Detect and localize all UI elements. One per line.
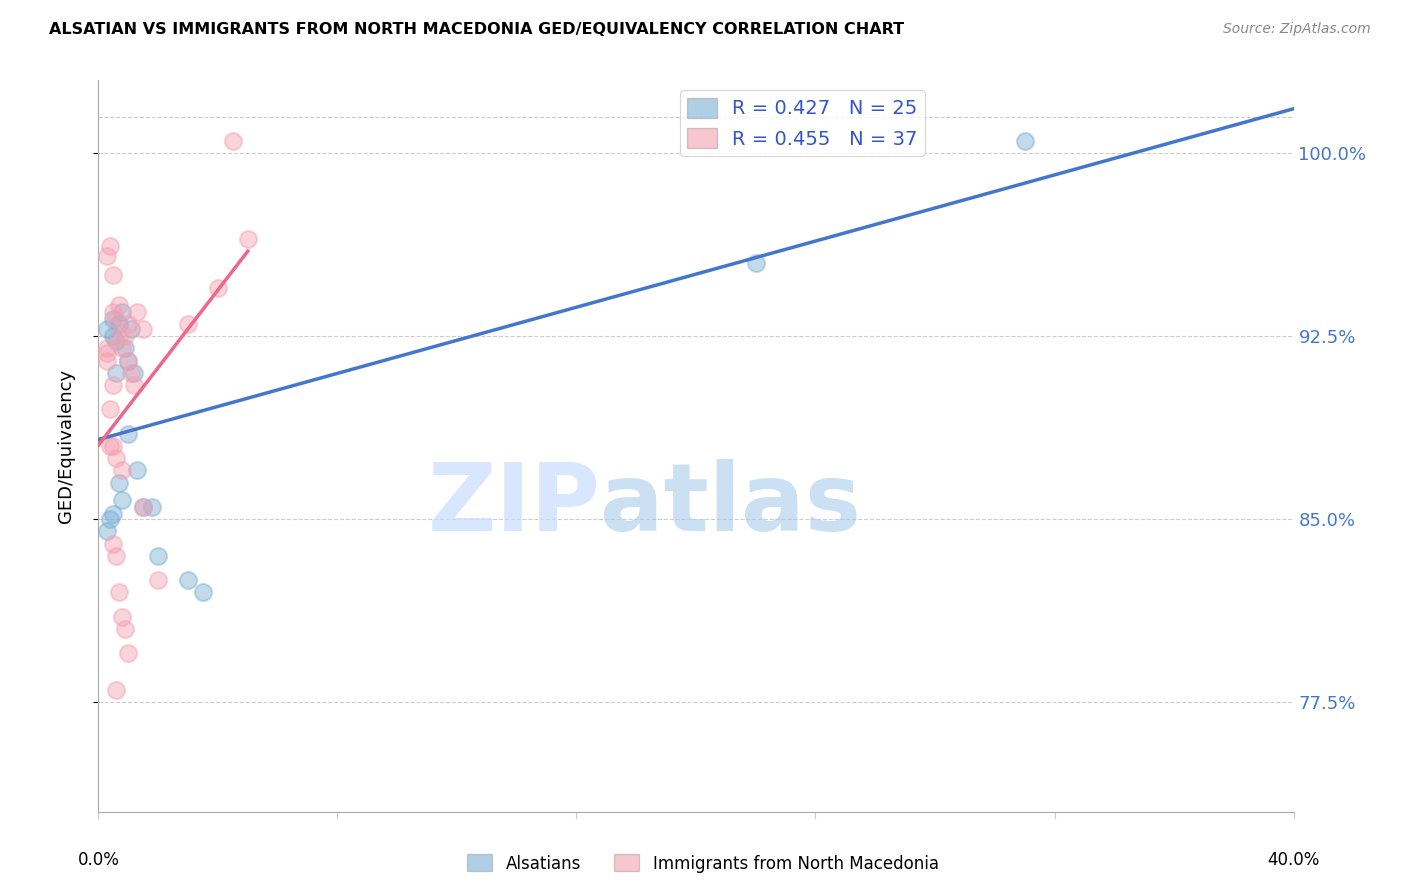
- Text: 40.0%: 40.0%: [1267, 851, 1320, 869]
- Point: [207, 280, 229, 294]
- Point: [105, 549, 128, 563]
- Point: [222, 134, 245, 148]
- Point: [108, 317, 131, 331]
- Point: [96, 353, 118, 368]
- Text: 0.0%: 0.0%: [77, 851, 120, 869]
- Point: [111, 492, 134, 507]
- Text: Source: ZipAtlas.com: Source: ZipAtlas.com: [1223, 22, 1371, 37]
- Point: [117, 646, 139, 660]
- Point: [1014, 134, 1036, 148]
- Point: [103, 268, 125, 283]
- Point: [103, 329, 125, 343]
- Point: [177, 317, 200, 331]
- Point: [127, 305, 149, 319]
- Point: [98, 439, 122, 453]
- Point: [98, 402, 122, 417]
- Y-axis label: GED/Equivalency: GED/Equivalency: [56, 369, 75, 523]
- Point: [96, 249, 118, 263]
- Point: [108, 297, 131, 311]
- Text: ZIP: ZIP: [427, 458, 600, 550]
- Point: [103, 439, 125, 453]
- Point: [120, 366, 142, 380]
- Point: [111, 609, 134, 624]
- Point: [117, 353, 139, 368]
- Point: [745, 256, 768, 270]
- Point: [103, 312, 125, 326]
- Point: [191, 585, 214, 599]
- Point: [103, 305, 125, 319]
- Point: [96, 322, 118, 336]
- Legend: R = 0.427   N = 25, R = 0.455   N = 37: R = 0.427 N = 25, R = 0.455 N = 37: [679, 90, 925, 156]
- Text: ALSATIAN VS IMMIGRANTS FROM NORTH MACEDONIA GED/EQUIVALENCY CORRELATION CHART: ALSATIAN VS IMMIGRANTS FROM NORTH MACEDO…: [49, 22, 904, 37]
- Point: [108, 585, 131, 599]
- Point: [177, 573, 200, 587]
- Point: [132, 500, 155, 514]
- Point: [114, 329, 136, 343]
- Point: [98, 512, 122, 526]
- Point: [105, 451, 128, 466]
- Point: [96, 342, 118, 356]
- Point: [103, 536, 125, 550]
- Point: [132, 322, 155, 336]
- Point: [114, 622, 136, 636]
- Point: [111, 463, 134, 477]
- Point: [114, 342, 136, 356]
- Point: [117, 426, 139, 441]
- Point: [117, 353, 139, 368]
- Point: [103, 378, 125, 392]
- Point: [124, 378, 146, 392]
- Point: [141, 500, 163, 514]
- Text: atlas: atlas: [600, 458, 862, 550]
- Point: [96, 346, 118, 360]
- Legend: Alsatians, Immigrants from North Macedonia: Alsatians, Immigrants from North Macedon…: [461, 847, 945, 880]
- Point: [124, 366, 146, 380]
- Point: [105, 366, 128, 380]
- Point: [103, 508, 125, 522]
- Point: [105, 312, 128, 326]
- Point: [105, 334, 128, 348]
- Point: [96, 524, 118, 539]
- Point: [148, 549, 170, 563]
- Point: [132, 500, 155, 514]
- Point: [108, 329, 131, 343]
- Point: [98, 239, 122, 253]
- Point: [111, 305, 134, 319]
- Point: [111, 342, 134, 356]
- Point: [108, 475, 131, 490]
- Point: [236, 232, 259, 246]
- Point: [117, 317, 139, 331]
- Point: [105, 682, 128, 697]
- Point: [120, 322, 142, 336]
- Point: [127, 463, 149, 477]
- Point: [148, 573, 170, 587]
